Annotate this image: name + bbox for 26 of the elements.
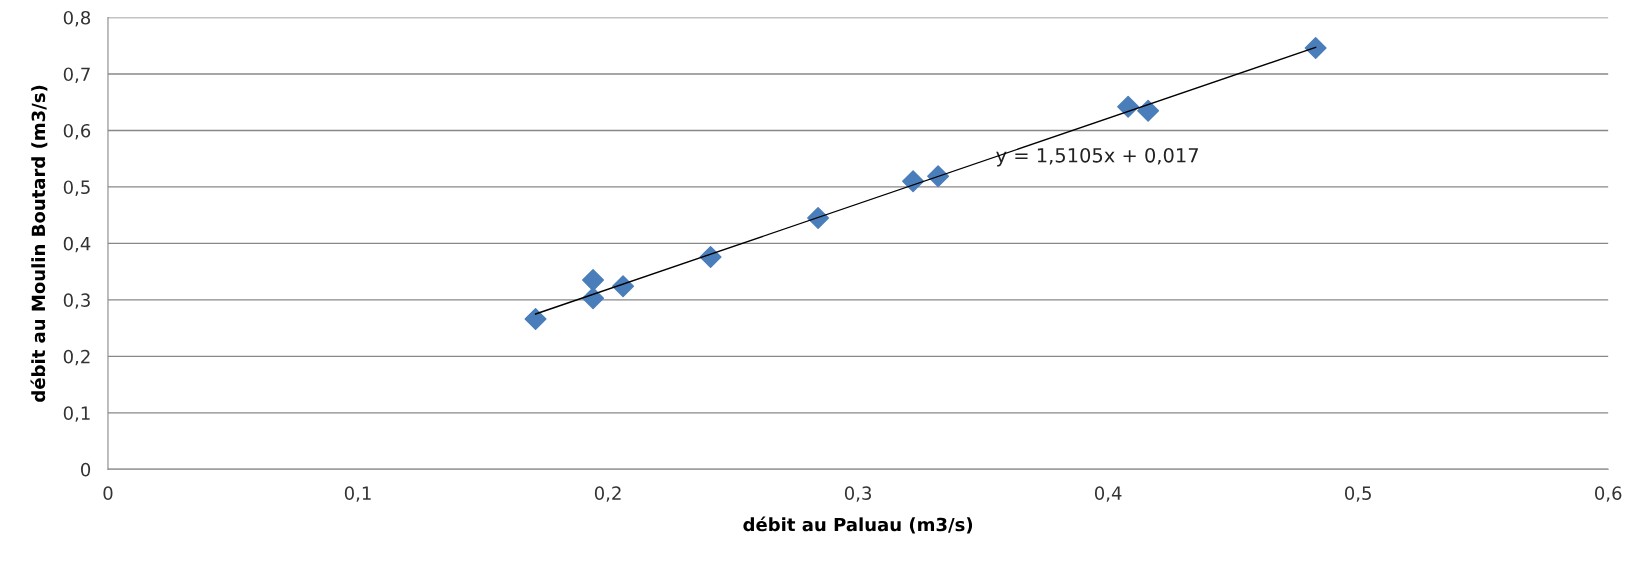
- x-tick-label: 0,6: [1595, 486, 1622, 502]
- annotation: y = 1,5105x + 0,017: [996, 147, 1198, 167]
- point: [927, 165, 950, 188]
- y-axis-title: débit au Moulin Boutard (m3/s): [30, 85, 48, 402]
- x-tick-label: 0,1: [344, 486, 371, 502]
- point: [524, 308, 547, 331]
- x-tick-label: 0: [103, 486, 113, 500]
- point: [582, 269, 605, 292]
- y-tick-label: 0,7: [63, 67, 90, 83]
- x-tick-label: 0,5: [1344, 486, 1371, 502]
- point: [612, 275, 635, 298]
- point: [1137, 99, 1160, 122]
- y-tick-label: 0,1: [63, 406, 90, 422]
- y-tick-label: 0,8: [63, 10, 91, 27]
- y-tick-label: 0,5: [63, 180, 90, 196]
- y-tick-label: 0: [81, 462, 91, 477]
- point: [1304, 36, 1327, 59]
- point: [1117, 95, 1140, 118]
- y-tick-label: 0,4: [63, 236, 91, 253]
- x-tick-label: 0,2: [594, 486, 621, 502]
- x-tick-label: 0,4: [1094, 486, 1122, 502]
- y-tick-label: 0,2: [63, 349, 90, 366]
- x-tick-label: 0,3: [844, 486, 871, 502]
- x-axis-title: débit au Paluau (m3/s): [743, 516, 973, 534]
- y-tick-label: 0,3: [63, 293, 90, 309]
- y-tick-label: 0,6: [63, 123, 91, 140]
